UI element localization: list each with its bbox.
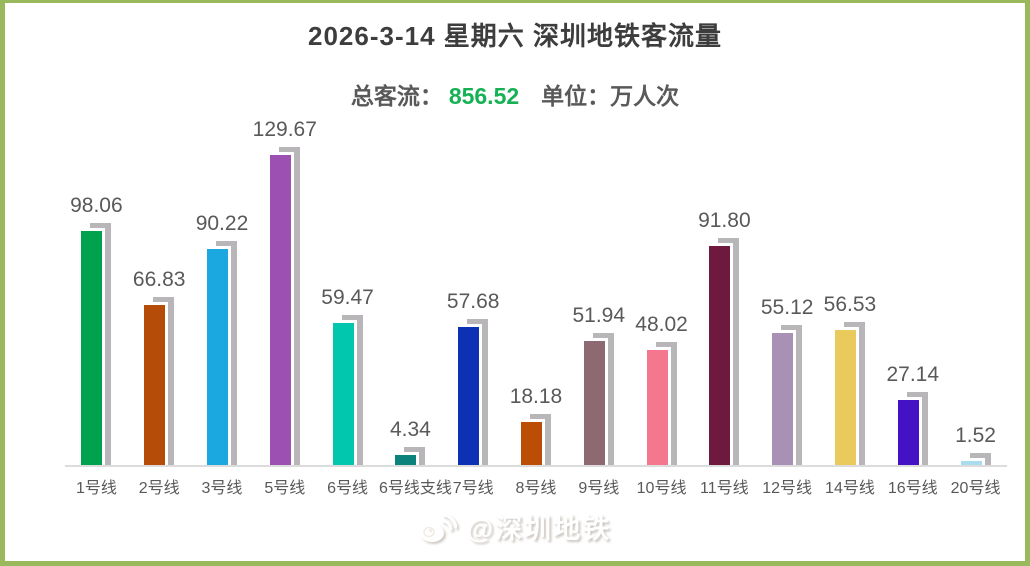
- bar-group: [520, 414, 551, 465]
- bar-group: [646, 342, 677, 465]
- bar-value-label: 90.22: [195, 212, 249, 235]
- bar-column: 91.80: [693, 209, 756, 465]
- total-value: 856.52: [448, 83, 520, 109]
- bar-value-label: 1.52: [955, 424, 996, 447]
- bar-group: [897, 392, 928, 465]
- bar-chart: 98.06 66.83 90.22 129.67 59.47 4.34 57.68 18.18…: [5, 111, 1025, 498]
- bar-column: 98.06: [65, 194, 128, 465]
- bar-column: 1.52: [944, 424, 1007, 465]
- category-label: 12号线: [762, 480, 813, 497]
- bar-column: 18.18: [505, 385, 568, 465]
- bar-value-label: 55.12: [760, 296, 814, 319]
- bar-value-label: 56.53: [823, 293, 877, 316]
- bar-group: [834, 322, 865, 465]
- bar-group: [458, 319, 489, 465]
- bar-group: [960, 453, 991, 465]
- bar-group: [583, 333, 614, 465]
- bar-value-label: 66.83: [132, 268, 186, 291]
- category-label: 6号线: [327, 480, 369, 497]
- bar-column: 27.14: [881, 363, 944, 465]
- weibo-icon: [419, 513, 457, 542]
- bar-value-label: 57.68: [446, 290, 500, 313]
- bar-column: 4.34: [379, 418, 442, 465]
- watermark-text: @深圳地铁: [466, 514, 612, 544]
- bar: [144, 302, 169, 465]
- bar-group: [395, 447, 426, 465]
- bar: [646, 347, 671, 465]
- total-label: 总客流：: [350, 83, 443, 109]
- bar-group: [81, 223, 112, 465]
- bar-group: [332, 315, 363, 465]
- bar-column: 51.94: [567, 304, 630, 465]
- bar-group: [206, 241, 237, 465]
- bar: [520, 419, 545, 465]
- bar: [709, 243, 734, 465]
- bar: [269, 152, 294, 465]
- bar-value-label: 98.06: [70, 194, 123, 217]
- category-label: 2号线: [138, 480, 180, 497]
- category-labels-row: 1号线 2号线 3号线 5号线 6号线 6号线支线 7号线 8号线 9号线 10号线 11号线 12号…: [65, 467, 1007, 498]
- category-label: 6号线支线: [378, 480, 452, 497]
- bar-value-label: 91.80: [698, 209, 751, 232]
- bar-group: [144, 297, 175, 465]
- bars-row: 98.06 66.83 90.22 129.67 59.47 4.34 57.68 18.18…: [65, 111, 1007, 467]
- bar-value-label: 27.14: [886, 363, 940, 386]
- bar: [834, 327, 859, 465]
- category-label: 11号线: [700, 480, 749, 497]
- bar-value-label: 48.02: [635, 313, 688, 336]
- bar: [772, 330, 797, 465]
- bar: [897, 397, 922, 465]
- chart-header: 2026-3-14 星期六 深圳地铁客流量 总客流： 856.52 单位：万人次: [5, 3, 1025, 111]
- bar-value-label: 59.47: [321, 286, 374, 309]
- bar-group: [269, 147, 300, 465]
- unit-label: 单位：万人次: [541, 83, 680, 109]
- category-label: 3号线: [201, 480, 243, 497]
- category-label: 5号线: [264, 480, 306, 497]
- watermark: @深圳地铁: [5, 498, 1025, 561]
- bar: [583, 338, 608, 465]
- category-label: 16号线: [887, 480, 938, 497]
- bar: [395, 452, 420, 465]
- page-title: 2026-3-14 星期六 深圳地铁客流量: [308, 21, 722, 51]
- category-label: 1号线: [75, 480, 117, 497]
- category-label: 8号线: [515, 480, 557, 497]
- bar-column: 57.68: [442, 290, 505, 465]
- bar: [206, 246, 231, 465]
- bar-value-label: 4.34: [389, 418, 431, 441]
- bar-column: 66.83: [128, 268, 191, 465]
- chart-subtitle: 总客流： 856.52 单位：万人次: [5, 77, 1025, 111]
- bar-group: [709, 238, 740, 465]
- bar-column: 90.22: [191, 212, 254, 465]
- category-label: 7号线: [452, 480, 494, 497]
- bar-value-label: 51.94: [572, 304, 626, 327]
- bar-column: 59.47: [316, 286, 379, 465]
- bar-column: 55.12: [756, 296, 819, 465]
- bar: [458, 324, 483, 465]
- bar: [81, 228, 106, 465]
- bar-column: 129.67: [252, 118, 317, 465]
- category-label: 10号线: [636, 480, 687, 497]
- bar: [960, 458, 985, 465]
- bar-value-label: 129.67: [252, 118, 317, 141]
- category-label: 9号线: [578, 480, 620, 497]
- category-label: 14号线: [825, 480, 875, 497]
- bar-column: 56.53: [819, 293, 882, 465]
- bar-value-label: 18.18: [509, 385, 563, 408]
- category-label: 20号线: [950, 480, 1001, 497]
- bar-column: 48.02: [630, 313, 693, 465]
- bar-group: [772, 325, 803, 465]
- bar: [332, 320, 357, 465]
